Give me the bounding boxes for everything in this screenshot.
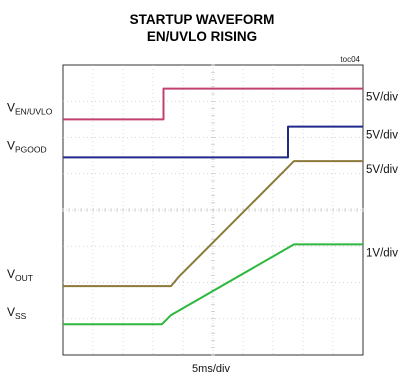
plot-grid — [62, 64, 364, 356]
figure-tag: toc04 — [340, 55, 360, 64]
scale-label-out: 5V/div — [366, 164, 398, 176]
trace-ss — [63, 243, 363, 326]
chart-subtitle: EN/UVLO RISING — [147, 29, 257, 44]
channel-label-pgood: VPGOOD — [7, 138, 47, 154]
scale-label-ss: 1V/div — [366, 247, 398, 259]
plot-traces — [63, 87, 363, 326]
channel-label-out: VOUT — [7, 267, 33, 283]
time-scale-label: 5ms/div — [192, 363, 230, 375]
channel-label-ss: VSS — [7, 305, 27, 321]
trace-out — [63, 160, 363, 288]
trace-pgood — [63, 125, 363, 159]
channel-labels: VEN/UVLO VPGOOD VOUT VSS — [7, 100, 53, 321]
scale-label-en: 5V/div — [366, 92, 398, 104]
scale-label-pgood: 5V/div — [366, 130, 398, 142]
trace-en — [63, 87, 363, 121]
channel-label-en: VEN/UVLO — [7, 100, 53, 116]
chart-title: STARTUP WAVEFORM — [130, 12, 275, 27]
channel-scales: 5V/div 5V/div 5V/div 1V/div — [366, 92, 398, 260]
